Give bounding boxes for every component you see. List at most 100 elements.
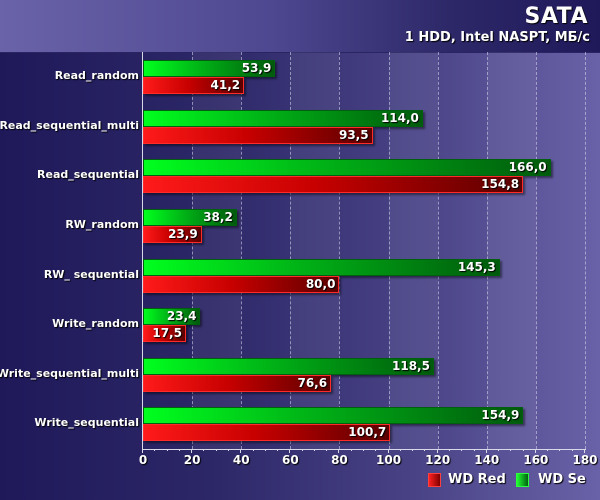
- x-tick-label: 140: [474, 453, 500, 467]
- bar-value-label: 38,2: [203, 209, 233, 224]
- bar-wd-se: 38,2: [143, 208, 237, 226]
- grid-line: [585, 52, 586, 449]
- category-label: Read_sequential_multi: [0, 118, 139, 132]
- x-tick: [313, 449, 315, 451]
- x-tick: [387, 449, 389, 453]
- x-tick: [142, 449, 143, 453]
- x-tick: [571, 449, 573, 451]
- x-tick-label: 80: [331, 453, 348, 467]
- bar-value-label: 93,5: [338, 127, 369, 142]
- x-tick: [227, 449, 229, 451]
- bar-value-label: 154,8: [481, 177, 520, 192]
- x-tick: [485, 449, 487, 453]
- category-label: Write_sequential_multi: [0, 366, 139, 380]
- grid-line: [290, 52, 292, 449]
- x-tick-label: 120: [425, 453, 451, 467]
- bar-value-label: 76,6: [297, 375, 328, 390]
- x-tick: [215, 449, 217, 451]
- x-tick: [252, 449, 254, 451]
- bar-value-label: 23,4: [166, 309, 197, 324]
- bar-value-label: 17,5: [152, 326, 182, 341]
- x-tick: [178, 449, 180, 451]
- x-tick: [522, 449, 524, 451]
- x-tick-label: 0: [138, 453, 148, 467]
- x-tick: [338, 449, 340, 453]
- x-tick-label: 40: [232, 453, 250, 467]
- bar-wd-red: 23,9: [143, 225, 202, 243]
- bar-value-label: 166,0: [508, 160, 547, 175]
- category-label: RW_random: [65, 217, 139, 231]
- x-tick: [350, 449, 352, 451]
- x-tick: [326, 449, 328, 451]
- chart-title: SATA: [524, 4, 588, 29]
- bar-wd-se: 114,0: [143, 109, 423, 127]
- x-tick: [534, 449, 536, 453]
- x-tick: [289, 449, 291, 453]
- bar-wd-se: 23,4: [143, 308, 201, 326]
- x-tick: [547, 449, 549, 451]
- x-tick: [510, 449, 512, 451]
- bar-wd-red: 154,8: [143, 176, 524, 194]
- x-tick: [498, 449, 500, 451]
- bar-value-label: 100,7: [348, 425, 387, 440]
- bar-value-label: 118,5: [392, 358, 430, 373]
- bar-value-label: 114,0: [380, 110, 419, 125]
- bar-wd-red: 100,7: [143, 424, 391, 442]
- x-tick: [448, 449, 450, 451]
- x-tick: [240, 449, 242, 453]
- x-tick: [264, 449, 266, 451]
- plot-stripe: [536, 52, 585, 449]
- bar-value-label: 154,9: [481, 408, 520, 423]
- category-label: Write_random: [52, 317, 139, 331]
- x-tick: [461, 449, 463, 451]
- chart-subtitle: 1 HDD, Intel NASPT, МБ/с: [404, 30, 590, 45]
- bar-wd-se: 154,9: [143, 407, 524, 425]
- grid-line: [437, 52, 439, 449]
- bar-wd-red: 80,0: [143, 275, 340, 293]
- x-tick: [473, 449, 475, 451]
- bar-wd-red: 41,2: [143, 77, 245, 94]
- x-tick: [301, 449, 303, 451]
- plot-stripe: [486, 52, 536, 449]
- category-label: Read_sequential: [37, 168, 139, 182]
- bar-wd-se: 145,3: [143, 258, 500, 276]
- x-tick: [584, 449, 585, 453]
- legend-label-wd-se: WD Se: [538, 472, 586, 487]
- x-tick-label: 160: [523, 453, 549, 467]
- x-tick: [166, 449, 168, 451]
- x-tick: [191, 449, 193, 453]
- bar-wd-red: 93,5: [143, 126, 373, 144]
- x-tick: [277, 449, 279, 451]
- legend-label-wd-red: WD Red: [448, 472, 506, 487]
- bar-value-label: 41,2: [210, 78, 241, 92]
- grid-line: [535, 52, 537, 449]
- bar-value-label: 23,9: [168, 226, 198, 241]
- x-tick-label: 60: [281, 453, 299, 467]
- category-label: Read_random: [54, 69, 139, 82]
- bar-wd-red: 17,5: [143, 325, 186, 343]
- grid-line: [241, 52, 243, 449]
- x-axis-line: [142, 449, 586, 450]
- bar-wd-red: 76,6: [143, 374, 332, 392]
- y-axis-line: [142, 52, 143, 449]
- grid-line: [339, 52, 341, 449]
- bar-wd-se: 118,5: [143, 357, 434, 375]
- x-tick: [559, 449, 561, 451]
- bar-value-label: 145,3: [457, 259, 496, 274]
- legend-swatch-wd-se: [516, 473, 529, 487]
- bar-value-label: 80,0: [305, 276, 336, 291]
- grid-line: [486, 52, 488, 449]
- x-tick-label: 180: [572, 453, 598, 467]
- x-tick: [399, 449, 401, 451]
- x-tick: [424, 449, 426, 451]
- x-tick: [363, 449, 364, 451]
- legend-swatch-wd-red: [428, 473, 441, 487]
- x-tick: [375, 449, 377, 451]
- x-tick: [436, 449, 438, 453]
- bar-wd-se: 53,9: [143, 60, 276, 77]
- bar-value-label: 53,9: [241, 61, 272, 75]
- category-label: RW_ sequential: [43, 267, 139, 281]
- chart-header: SATA 1 HDD, Intel NASPT, МБ/с: [0, 0, 600, 53]
- x-tick: [412, 449, 414, 451]
